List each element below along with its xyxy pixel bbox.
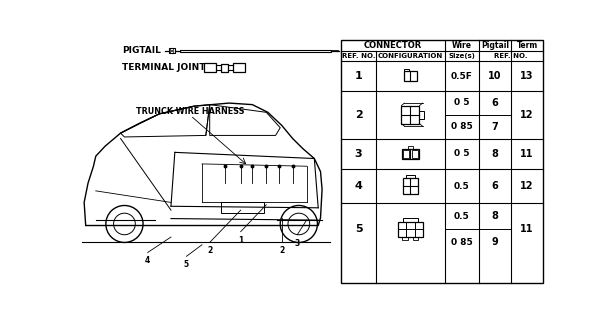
Text: REF. NO.: REF. NO. <box>494 53 528 59</box>
Text: 6: 6 <box>491 181 499 191</box>
Bar <box>341 40 543 283</box>
Bar <box>233 63 246 72</box>
Bar <box>170 51 173 53</box>
Text: 10: 10 <box>488 71 502 81</box>
Bar <box>221 64 228 71</box>
Text: 12: 12 <box>520 181 534 191</box>
Text: 2: 2 <box>207 246 212 255</box>
Text: 0 5: 0 5 <box>454 149 469 158</box>
Text: PIGTAIL: PIGTAIL <box>122 46 161 55</box>
Text: 0.5: 0.5 <box>454 212 469 221</box>
Bar <box>403 150 409 158</box>
Text: Size(s): Size(s) <box>448 53 475 59</box>
Bar <box>419 111 424 119</box>
Text: CONFIGURATION: CONFIGURATION <box>378 53 443 59</box>
Bar <box>408 146 413 149</box>
Text: 13: 13 <box>520 71 534 81</box>
Text: 0.5: 0.5 <box>454 182 469 191</box>
Text: TERMINAL JOINT: TERMINAL JOINT <box>122 63 206 72</box>
Bar <box>401 106 419 124</box>
Text: 8: 8 <box>491 149 499 159</box>
Bar <box>332 50 338 52</box>
Text: 0 5: 0 5 <box>454 98 469 107</box>
Text: 11: 11 <box>520 224 534 234</box>
Text: 3: 3 <box>295 239 300 248</box>
Text: 7: 7 <box>491 122 499 132</box>
Bar <box>412 150 418 158</box>
Text: 6: 6 <box>491 98 499 108</box>
Text: 4: 4 <box>355 181 362 191</box>
Bar <box>406 175 414 178</box>
Text: REF. NO.: REF. NO. <box>342 53 375 59</box>
Text: 0 85: 0 85 <box>451 238 473 247</box>
Text: 3: 3 <box>355 149 362 159</box>
Bar <box>403 218 418 222</box>
Bar <box>405 68 409 71</box>
Text: 1: 1 <box>238 236 243 244</box>
Text: 5: 5 <box>184 260 189 269</box>
Text: 11: 11 <box>520 149 534 159</box>
Text: 9: 9 <box>491 237 499 247</box>
Bar <box>398 222 423 237</box>
Text: 2: 2 <box>279 246 284 255</box>
Text: TRUNCK WIRE HARNESS: TRUNCK WIRE HARNESS <box>136 107 244 116</box>
Text: 0 85: 0 85 <box>451 122 473 131</box>
Bar <box>170 48 173 50</box>
Text: 1: 1 <box>355 71 362 81</box>
Bar <box>404 71 417 81</box>
Text: Term: Term <box>517 41 538 50</box>
Bar <box>203 63 216 72</box>
Text: 2: 2 <box>355 110 362 120</box>
Text: Pigtail: Pigtail <box>481 41 509 50</box>
Bar <box>402 148 419 159</box>
Text: CONNECTOR: CONNECTOR <box>364 41 422 50</box>
Bar <box>413 237 419 240</box>
Text: 12: 12 <box>520 110 534 120</box>
Text: Wire: Wire <box>451 41 471 50</box>
Text: 5: 5 <box>355 224 362 234</box>
Text: 0.5F: 0.5F <box>451 72 473 81</box>
Text: 4: 4 <box>145 256 150 265</box>
Text: 8: 8 <box>491 211 499 221</box>
Bar <box>221 203 264 213</box>
Bar <box>403 178 418 194</box>
Bar <box>169 48 175 53</box>
Bar <box>402 237 408 240</box>
Bar <box>180 50 332 52</box>
